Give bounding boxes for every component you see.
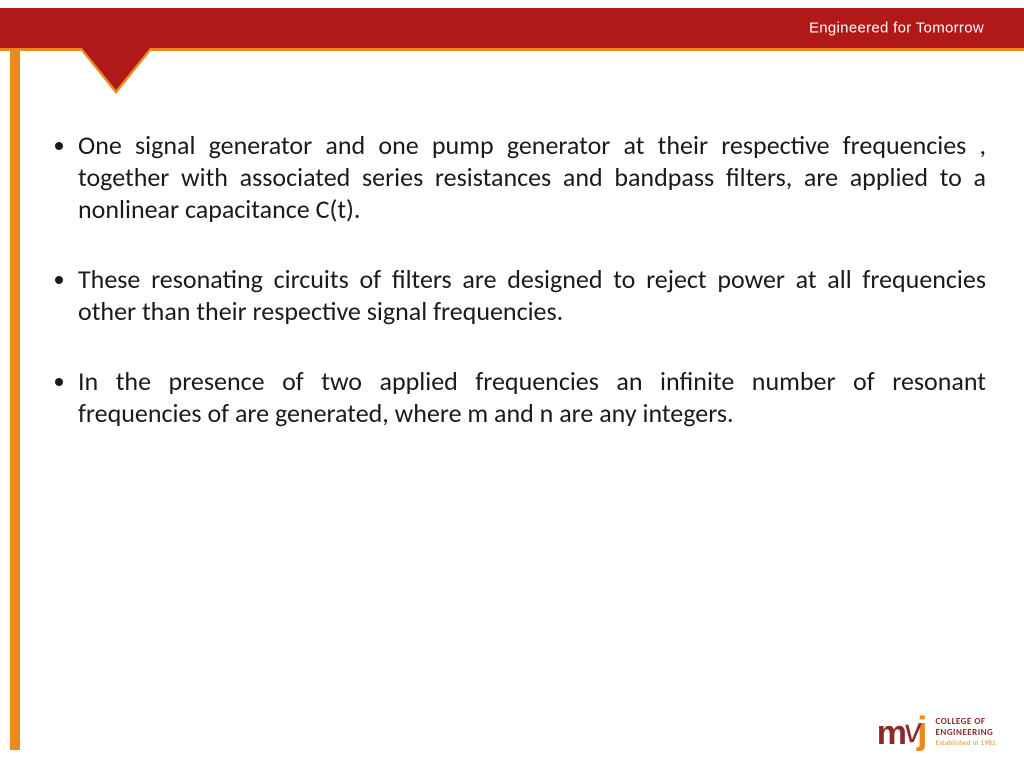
logo-mark: m v j [877, 712, 928, 750]
bullet-item: One signal generator and one pump genera… [78, 130, 986, 226]
logo-letter-v: v [902, 713, 922, 749]
logo-line1: COLLEGE OF [936, 716, 997, 727]
bullet-list: One signal generator and one pump genera… [50, 130, 986, 430]
logo-line2: ENGINEERING [936, 727, 997, 738]
logo-established: Established in 1982 [936, 738, 997, 747]
bullet-item: In the presence of two applied frequenci… [78, 366, 986, 430]
chevron-icon [82, 48, 150, 90]
logo-text: COLLEGE OF ENGINEERING Established in 19… [936, 716, 997, 747]
content-area: One signal generator and one pump genera… [50, 130, 986, 678]
footer-logo: m v j COLLEGE OF ENGINEERING Established… [877, 712, 996, 750]
header-tagline: Engineered for Tomorrow [809, 20, 984, 37]
slide: Engineered for Tomorrow One signal gener… [0, 0, 1024, 768]
header-bar: Engineered for Tomorrow [0, 8, 1024, 48]
left-accent-bar [10, 50, 20, 750]
header-underline [0, 48, 1024, 51]
bullet-item: These resonating circuits of filters are… [78, 264, 986, 328]
